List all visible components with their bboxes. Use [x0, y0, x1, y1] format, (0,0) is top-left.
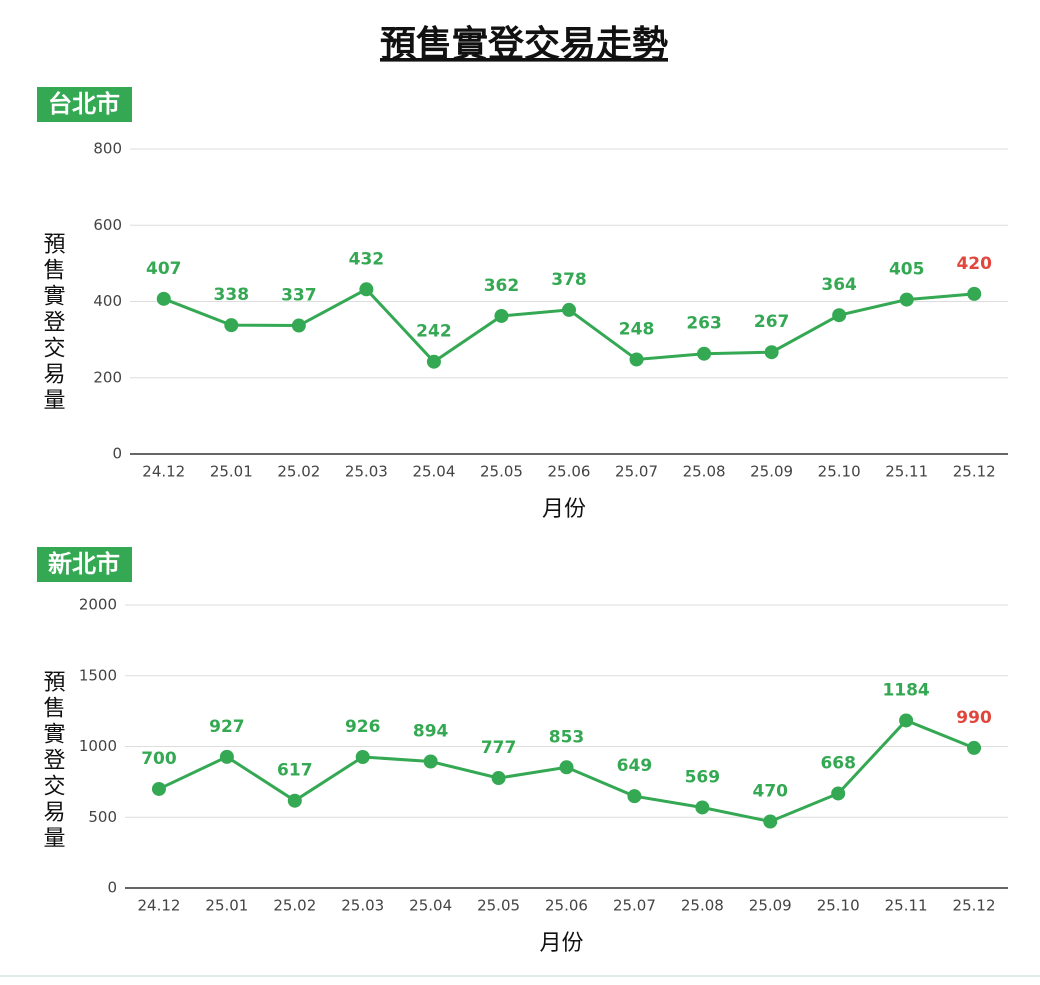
- value-label: 569: [685, 767, 721, 787]
- y-tick-label: 0: [112, 445, 122, 463]
- x-tick-label: 25.10: [818, 463, 861, 481]
- x-tick-label: 25.09: [749, 897, 792, 915]
- x-tick-label: 25.06: [548, 463, 591, 481]
- x-tick-label: 25.12: [953, 897, 996, 915]
- y-tick-label: 600: [93, 216, 122, 234]
- data-point: [423, 754, 438, 769]
- data-point: [426, 354, 441, 369]
- x-tick-label: 25.04: [412, 463, 455, 481]
- x-tick-label: 25.10: [817, 897, 860, 915]
- section-badge: [37, 87, 132, 122]
- value-label: 267: [754, 312, 790, 332]
- x-tick-label: 25.02: [273, 897, 316, 915]
- data-point: [219, 749, 234, 764]
- value-label: 242: [416, 322, 452, 342]
- data-point: [287, 793, 302, 808]
- section-title: 台北市: [48, 90, 120, 118]
- data-point: [494, 308, 509, 323]
- value-label: 405: [889, 260, 925, 280]
- x-tick-label: 25.11: [885, 463, 928, 481]
- value-label: 362: [484, 276, 520, 296]
- y-tick-label: 2000: [79, 596, 117, 614]
- value-label: 337: [281, 286, 317, 306]
- data-point: [359, 282, 374, 297]
- data-point: [763, 814, 778, 829]
- page-title: 預售實登交易走勢: [380, 23, 668, 65]
- x-tick-label: 25.05: [477, 897, 520, 915]
- data-point: [697, 346, 712, 361]
- value-label: 990: [956, 708, 992, 728]
- y-tick-label: 500: [88, 808, 117, 826]
- data-point: [156, 291, 171, 306]
- x-tick-label: 25.03: [345, 463, 388, 481]
- value-label: 407: [146, 259, 182, 279]
- value-label: 378: [551, 270, 587, 290]
- y-axis-label: 預售實登交易量: [40, 670, 66, 852]
- y-tick-label: 0: [107, 879, 117, 897]
- x-tick-label: 24.12: [142, 463, 185, 481]
- x-tick-label: 25.11: [885, 897, 928, 915]
- x-tick-label: 25.07: [615, 463, 658, 481]
- x-tick-label: 25.05: [480, 463, 523, 481]
- data-point: [151, 781, 166, 796]
- x-tick-label: 25.02: [277, 463, 320, 481]
- data-point: [562, 302, 576, 317]
- data-point: [491, 771, 506, 786]
- data-point: [967, 286, 982, 301]
- value-label: 248: [619, 319, 655, 339]
- data-point: [899, 713, 914, 728]
- data-point: [291, 318, 306, 333]
- y-axis-label: 預售實登交易量: [40, 232, 66, 414]
- data-point: [224, 318, 239, 333]
- value-label: 432: [349, 249, 385, 269]
- x-tick-label: 25.08: [683, 463, 726, 481]
- value-label: 338: [214, 285, 250, 305]
- data-point: [832, 308, 847, 323]
- x-tick-label: 25.08: [681, 897, 724, 915]
- value-label: 420: [956, 254, 992, 274]
- data-point: [627, 789, 642, 804]
- data-point: [559, 760, 574, 775]
- data-point: [831, 786, 846, 801]
- value-label: 894: [413, 721, 449, 741]
- section-title: 新北市: [48, 550, 120, 578]
- x-axis-label: 月份: [542, 497, 586, 522]
- x-tick-label: 25.09: [750, 463, 793, 481]
- data-point: [695, 800, 710, 815]
- value-label: 649: [617, 756, 653, 776]
- x-tick-label: 25.06: [545, 897, 588, 915]
- data-point: [355, 749, 370, 764]
- value-label: 263: [686, 314, 722, 334]
- y-tick-label: 200: [93, 368, 122, 386]
- value-label: 617: [277, 761, 313, 781]
- value-label: 1184: [882, 680, 929, 700]
- x-tick-label: 25.01: [210, 463, 253, 481]
- value-label: 700: [141, 749, 177, 769]
- data-point: [629, 352, 644, 367]
- value-label: 927: [209, 717, 245, 737]
- data-point: [967, 740, 982, 755]
- x-tick-label: 25.12: [953, 463, 996, 481]
- x-axis-label: 月份: [539, 931, 583, 956]
- x-tick-label: 25.03: [341, 897, 384, 915]
- data-point: [764, 345, 779, 360]
- section-badge: [37, 547, 132, 582]
- value-label: 470: [753, 781, 789, 801]
- value-label: 926: [345, 717, 381, 737]
- y-tick-label: 1500: [79, 666, 117, 684]
- x-tick-label: 25.04: [409, 897, 452, 915]
- value-label: 364: [821, 275, 857, 295]
- y-tick-label: 400: [93, 292, 122, 310]
- y-tick-label: 1000: [79, 737, 117, 755]
- data-point: [899, 292, 914, 307]
- y-tick-label: 800: [93, 140, 122, 158]
- x-tick-label: 24.12: [137, 897, 180, 915]
- x-tick-label: 25.01: [205, 897, 248, 915]
- value-label: 777: [481, 738, 517, 758]
- value-label: 668: [820, 753, 856, 773]
- x-tick-label: 25.07: [613, 897, 656, 915]
- value-label: 853: [549, 727, 585, 747]
